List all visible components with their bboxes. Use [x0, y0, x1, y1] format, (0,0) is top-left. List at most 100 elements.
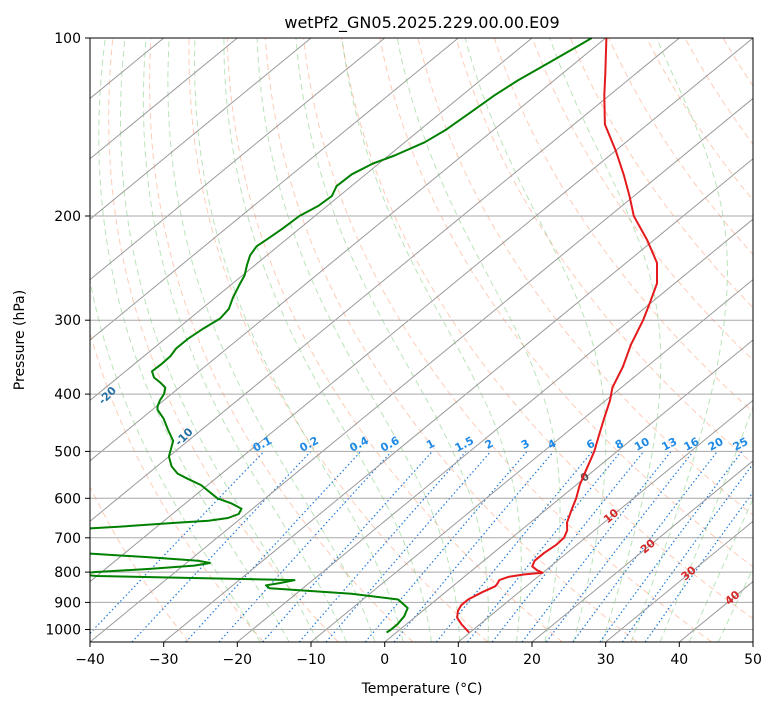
moist-adiabat [464, 38, 607, 642]
x-tick-label: 40 [670, 652, 688, 668]
y-tick-label: 100 [54, 31, 81, 47]
dry-adiabat [148, 38, 414, 642]
isotherm-line [90, 38, 533, 402]
isotherm-line [163, 158, 753, 642]
x-tick-label: 10 [449, 652, 467, 668]
moist-adiabat [295, 38, 489, 642]
moist-adiabat [717, 567, 753, 642]
mixing-ratio-label: 1 [424, 437, 437, 452]
dry-adiabat [722, 38, 753, 87]
mixing-ratio-label: 8 [613, 437, 626, 452]
mixing-ratio-line [545, 451, 694, 642]
moist-adiabat [193, 38, 404, 642]
mixing-ratio-line [90, 450, 265, 635]
isotherm-line [90, 38, 459, 341]
moist-adiabat [142, 38, 347, 642]
isotherm-line [90, 38, 753, 583]
isotherm-line [90, 97, 753, 642]
isotherm-line [384, 339, 753, 642]
mixing-ratio-line [621, 463, 753, 642]
mixing-ratio-line [467, 451, 622, 642]
dry-adiabat [90, 330, 264, 642]
isotherm-line [90, 38, 312, 220]
mixing-ratio-label: 4 [546, 437, 559, 452]
moist-adiabat-label: 40 [722, 588, 742, 608]
mixing-ratio-line [435, 451, 593, 642]
dry-adiabat [264, 38, 638, 642]
profile-lines [90, 38, 658, 634]
moist-adiabat [223, 38, 432, 642]
mixing-ratio-line [131, 450, 312, 642]
x-axis-label: Temperature (°C) [361, 681, 483, 697]
dewpoint-line [90, 38, 593, 634]
dry-adiabat [761, 38, 775, 642]
mixing-ratio-line [572, 451, 718, 642]
mixing-ratio-line [218, 450, 393, 642]
y-tick-label: 300 [54, 313, 81, 329]
mixing-ratio-label: 25 [731, 435, 751, 454]
mixing-ratio-line [393, 451, 555, 642]
y-axis-label: Pressure (hPa) [12, 290, 28, 390]
moist-adiabat [659, 405, 753, 642]
mixing-ratio-line [262, 450, 433, 642]
moist-adiabat-label: 20 [638, 536, 658, 556]
mixing-ratio-label: 13 [660, 435, 680, 454]
moist-adiabat [256, 38, 461, 642]
isotherm-line [531, 460, 753, 642]
mixing-ratio-line [325, 451, 492, 642]
mixing-ratio-label: 20 [706, 435, 726, 454]
mixing-ratio-line [364, 451, 528, 642]
mixing-ratio-label: 30 [751, 435, 771, 454]
mixing-ratio-label: 3 [519, 437, 532, 452]
moist-adiabat [549, 38, 662, 642]
x-tick-label: −30 [149, 652, 179, 668]
dry-adiabat [493, 38, 753, 413]
y-tick-label: 1000 [45, 623, 81, 639]
isotherm-line [752, 641, 753, 642]
y-tick-label: 500 [54, 444, 81, 460]
isotherm-line [310, 278, 753, 642]
y-tick-label: 800 [54, 565, 81, 581]
mixing-ratio-line [644, 491, 753, 642]
mixing-ratio-label: 16 [682, 435, 702, 454]
x-tick-label: 20 [523, 652, 541, 668]
moist-adiabat [341, 38, 522, 642]
x-tick-label: 0 [380, 652, 389, 668]
axis-ticks: −40 −30 −20 −10 0 10 20 30 40 50 100 200 300 400 500 60… [45, 31, 762, 668]
y-tick-label: 700 [54, 531, 81, 547]
moist-adiabat [90, 277, 261, 642]
mixing-ratio-label: 10 [632, 435, 652, 454]
temperature-line [456, 38, 658, 634]
y-tick-label: 900 [54, 595, 81, 611]
y-tick-label: 400 [54, 387, 81, 403]
dry-adiabat [108, 38, 339, 642]
dry-adiabat-label: -20 [96, 384, 119, 407]
x-tick-label: −40 [75, 652, 105, 668]
dry-adiabat [684, 38, 753, 145]
isotherm-line [678, 580, 753, 642]
moist-adiabat [396, 38, 561, 642]
y-tick-label: 600 [54, 491, 81, 507]
plot-frame [89, 37, 754, 643]
moist-adiabat [98, 38, 290, 642]
dry-adiabat [531, 38, 753, 361]
isotherm-line [457, 399, 753, 642]
dry-adiabat [569, 38, 753, 309]
isotherm-line [90, 38, 386, 281]
isotherm-line [90, 38, 238, 160]
moist-adiabat [688, 497, 753, 642]
dry-adiabat [188, 38, 488, 642]
x-tick-label: 30 [597, 652, 615, 668]
chart-title: wetPf2_GN05.2025.229.00.00.E09 [284, 13, 559, 33]
dry-adiabat-label: -10 [172, 425, 195, 448]
dry-adiabat [341, 38, 753, 620]
isotherm-line [605, 520, 753, 642]
x-tick-label: −20 [223, 652, 253, 668]
x-tick-label: 50 [744, 652, 762, 668]
dry-adiabat [226, 38, 563, 642]
dry-adiabat-label: -30 [29, 346, 52, 369]
moist-adiabat [120, 38, 319, 642]
mixing-ratio-line [599, 451, 743, 642]
x-tick-label: −10 [296, 652, 326, 668]
